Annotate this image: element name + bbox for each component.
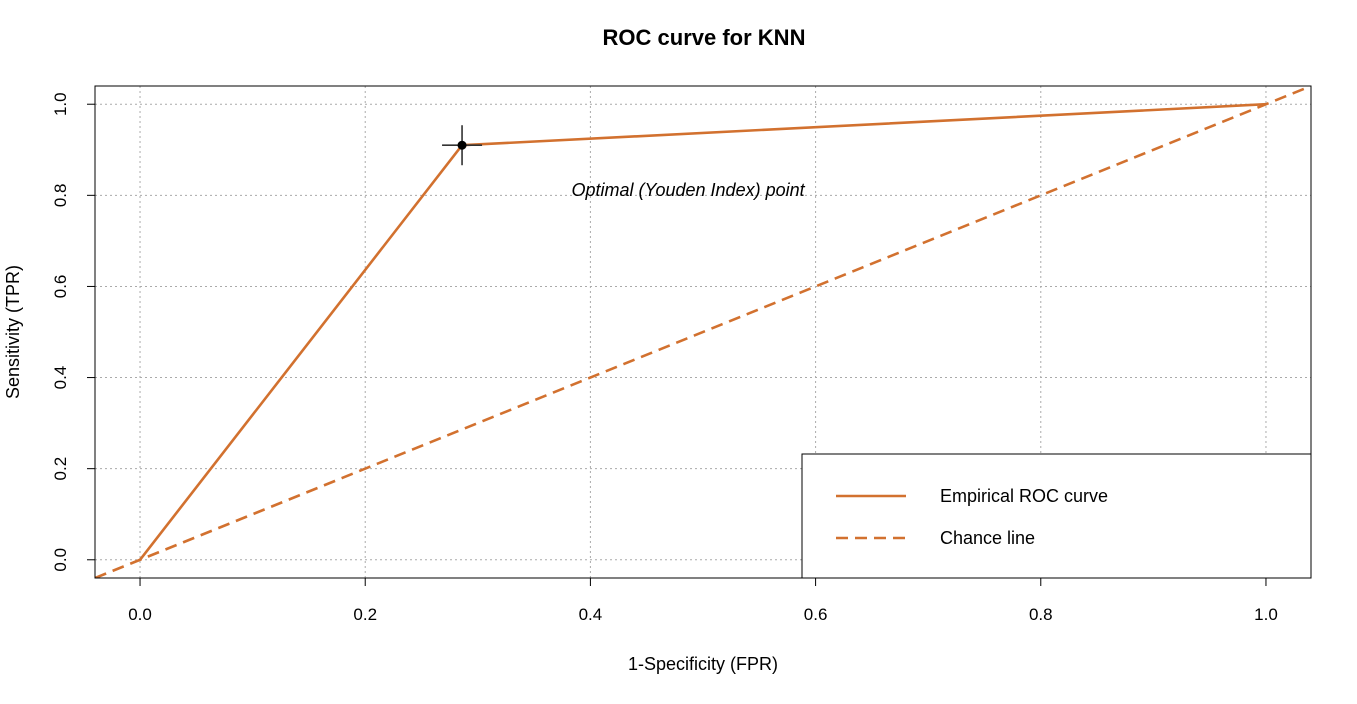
x-tick-label-5: 1.0: [1254, 605, 1278, 624]
legend-box: [801, 453, 1312, 579]
x-axis-label: 1-Specificity (FPR): [628, 654, 778, 674]
x-axis: 0.0 0.2 0.4 0.6 0.8 1.0: [128, 577, 1278, 624]
x-tick-label-0: 0.0: [128, 605, 152, 624]
chance-line: [95, 86, 1311, 578]
y-tick-label-4: 0.8: [51, 184, 70, 208]
legend-label-0: Empirical ROC curve: [940, 486, 1108, 506]
x-tick-label-3: 0.6: [804, 605, 828, 624]
y-axis: 0.0 0.2 0.4 0.6 0.8 1.0: [51, 92, 96, 572]
x-tick-label-2: 0.4: [579, 605, 603, 624]
y-tick-label-5: 1.0: [51, 92, 70, 116]
y-tick-label-3: 0.6: [51, 275, 70, 299]
y-tick-label-0: 0.0: [51, 548, 70, 572]
optimal-point-layer: Optimal (Youden Index) point: [442, 125, 806, 200]
legend: Empirical ROC curve Chance line: [801, 453, 1312, 579]
optimal-point-marker: [457, 140, 467, 150]
x-tick-label-4: 0.8: [1029, 605, 1053, 624]
optimal-point-label: Optimal (Youden Index) point: [571, 180, 805, 200]
legend-label-1: Chance line: [940, 528, 1035, 548]
chart-title: ROC curve for KNN: [603, 25, 806, 50]
x-tick-label-1: 0.2: [353, 605, 377, 624]
y-tick-label-1: 0.2: [51, 457, 70, 481]
y-tick-label-2: 0.4: [51, 366, 70, 390]
grid: [95, 86, 1311, 578]
y-axis-label: Sensitivity (TPR): [3, 265, 23, 399]
